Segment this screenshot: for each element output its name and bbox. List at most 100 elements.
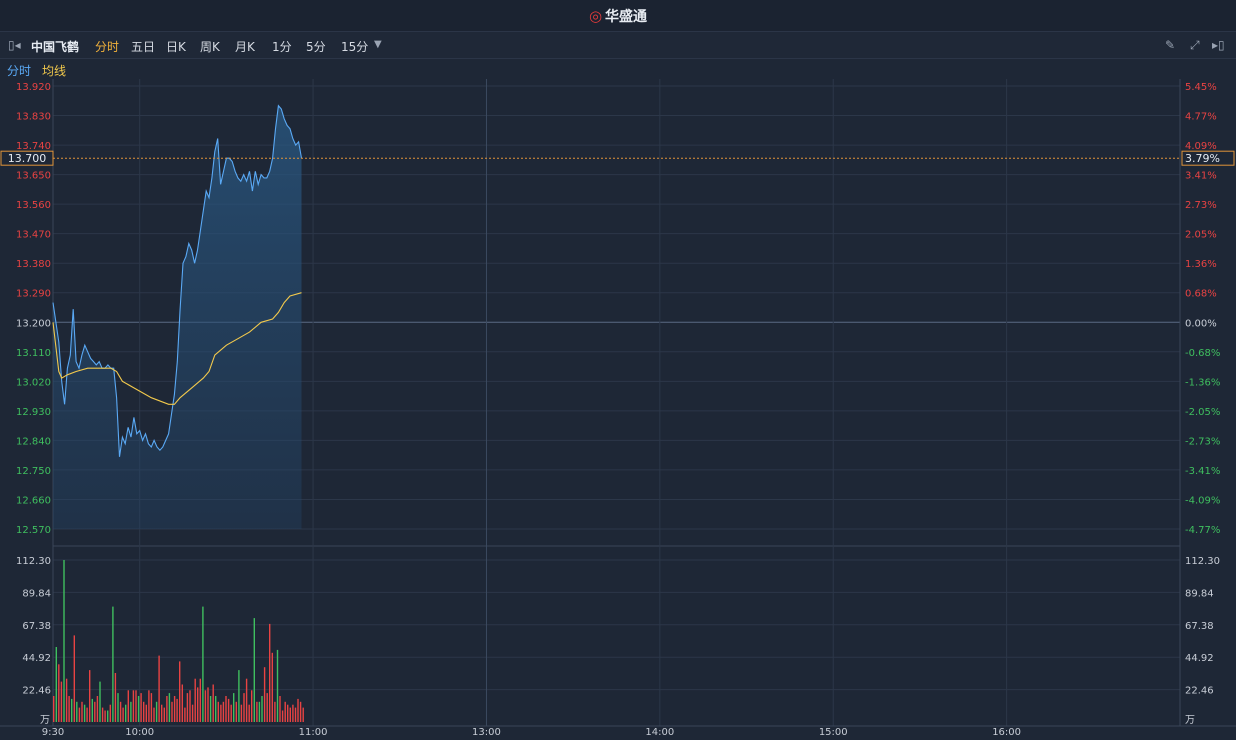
- tab-monthly-k[interactable]: 月K: [235, 40, 255, 54]
- volume-bar: [256, 701, 258, 722]
- volume-bar: [119, 701, 122, 722]
- volume-bar: [263, 667, 266, 722]
- price-tick-label: 13.740: [16, 141, 51, 152]
- percent-tick-label: -4.09%: [1185, 495, 1220, 506]
- logo-text: 华盛通: [605, 9, 648, 25]
- volume-bar: [271, 652, 273, 722]
- percent-tick-label: -1.36%: [1185, 377, 1220, 388]
- volume-bar: [158, 655, 160, 722]
- price-tick-label: 13.470: [16, 230, 51, 241]
- expand-icon[interactable]: ⤢: [1190, 38, 1200, 52]
- tab-5-minute[interactable]: 5分: [306, 40, 326, 54]
- volume-bar: [168, 693, 171, 722]
- legend-price[interactable]: 分时: [7, 64, 32, 78]
- volume-bar: [220, 704, 222, 722]
- volume-bar: [78, 707, 81, 722]
- percent-tick-label: 4.09%: [1185, 141, 1217, 152]
- percent-tick-label: 0.68%: [1185, 289, 1217, 300]
- price-tick-label: 13.290: [16, 289, 51, 300]
- volume-bar: [189, 690, 191, 722]
- volume-bar: [258, 701, 261, 722]
- volume-bar: [184, 707, 186, 722]
- volume-bar: [251, 690, 253, 722]
- tab-intraday[interactable]: 分时: [95, 40, 120, 54]
- tab-daily-k[interactable]: 日K: [166, 40, 186, 54]
- volume-bar: [99, 681, 101, 722]
- volume-bar: [94, 701, 96, 722]
- volume-bar: [171, 701, 173, 722]
- volume-bar: [238, 670, 240, 722]
- volume-tick-label: 22.46: [22, 686, 51, 697]
- volume-bar: [96, 696, 99, 722]
- volume-tick-label-right: 112.30: [1185, 556, 1220, 567]
- volume-bar: [107, 710, 109, 722]
- tab-five-day[interactable]: 五日: [131, 40, 156, 54]
- intraday-chart: 13.920 13.830 13.740 13.650 13.560 13.470 13.3…: [0, 79, 1236, 738]
- volume-bar: [150, 693, 153, 722]
- price-tick-label: 12.660: [16, 495, 51, 506]
- volume-bar: [112, 606, 114, 722]
- volume-bar: [181, 684, 183, 722]
- volume-bar: [140, 693, 142, 722]
- volume-bar: [248, 704, 250, 722]
- volume-bar: [191, 704, 194, 722]
- collapse-left-icon[interactable]: ▯◂: [8, 38, 21, 52]
- stock-name: 中国飞鹤: [31, 40, 80, 54]
- price-line: [52, 104, 303, 457]
- volume-bar: [122, 707, 124, 722]
- volume-bar: [143, 701, 145, 722]
- price-tick-label: 13.830: [16, 112, 51, 123]
- volume-bar: [114, 673, 117, 722]
- percent-tick-label: -2.05%: [1185, 407, 1220, 418]
- volume-bar: [76, 701, 78, 722]
- volume-bar: [130, 701, 132, 722]
- volume-bar: [89, 670, 91, 722]
- chevron-down-icon[interactable]: ▼: [374, 39, 382, 50]
- volume-bar: [207, 687, 209, 722]
- percent-tick-label: 2.73%: [1185, 200, 1217, 211]
- tab-weekly-k[interactable]: 周K: [200, 40, 220, 54]
- volume-bar: [233, 693, 235, 722]
- average-line: [52, 292, 302, 405]
- current-percent-box: [1181, 150, 1235, 166]
- pencil-icon[interactable]: ✎: [1165, 38, 1176, 52]
- legend-average[interactable]: 均线: [42, 64, 67, 78]
- volume-bar: [125, 704, 127, 722]
- collapse-right-icon[interactable]: ▸▯: [1212, 38, 1225, 52]
- volume-bar: [222, 701, 225, 722]
- time-tick-label: 10:00: [125, 727, 154, 738]
- price-tick-label: 13.920: [16, 82, 51, 93]
- percent-tick-label: -4.77%: [1185, 525, 1220, 536]
- tab-1-minute[interactable]: 1分: [272, 40, 292, 54]
- volume-tick-label-right: 89.84: [1185, 588, 1214, 599]
- volume-bar: [68, 696, 70, 722]
- volume-bar: [155, 701, 158, 722]
- volume-bar: [53, 696, 55, 722]
- volume-bar: [212, 684, 214, 722]
- percent-tick-label: 4.77%: [1185, 112, 1217, 123]
- price-area: [53, 105, 302, 529]
- volume-bar: [109, 704, 111, 722]
- volume-bar: [243, 693, 245, 722]
- volume-bar: [287, 704, 289, 722]
- volume-bar: [230, 704, 232, 722]
- volume-tick-label: 44.92: [22, 653, 51, 664]
- volume-tick-label: 112.30: [16, 556, 51, 567]
- volume-bar: [302, 707, 304, 722]
- volume-bar: [215, 696, 217, 722]
- volume-bar: [86, 707, 88, 722]
- volume-tick-label-right: 22.46: [1185, 686, 1214, 697]
- volume-bar: [197, 687, 199, 722]
- volume-bar: [173, 696, 176, 722]
- time-tick-label: 14:00: [645, 727, 674, 738]
- volume-bar: [145, 704, 147, 722]
- current-price-label: 13.700: [8, 152, 47, 165]
- volume-bar: [199, 678, 201, 722]
- current-price-box: [0, 150, 54, 166]
- volume-bar: [176, 698, 178, 722]
- volume-bar: [204, 690, 207, 722]
- price-tick-label: 13.380: [16, 259, 51, 270]
- volume-tick-label-right: 67.38: [1185, 621, 1214, 632]
- tab-15-minute[interactable]: 15分: [341, 40, 369, 54]
- time-tick-label: 11:00: [299, 727, 328, 738]
